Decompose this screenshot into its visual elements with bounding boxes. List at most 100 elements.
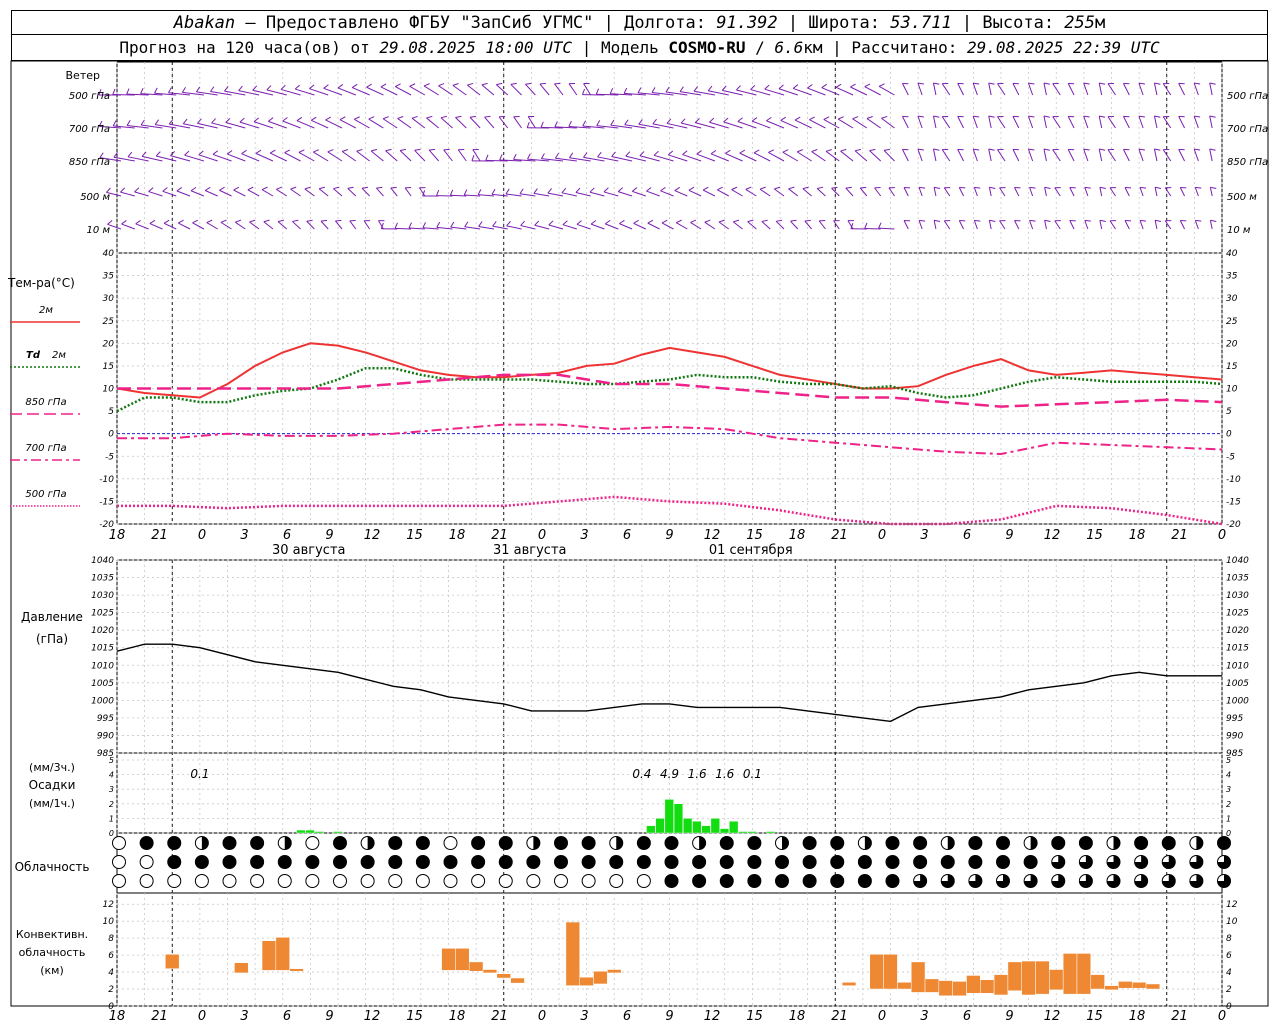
wind-barb — [422, 227, 439, 230]
cloud-symbol-fill — [1113, 836, 1120, 850]
wind-barb-feather — [973, 115, 980, 118]
precip-bar — [683, 818, 693, 834]
wind-barb — [624, 92, 646, 96]
wind-barb — [224, 90, 246, 96]
wind-barb — [1067, 149, 1075, 162]
wind-barb — [903, 187, 909, 197]
wind-barb — [1099, 187, 1103, 197]
wind-barb — [747, 221, 757, 230]
wind-barb-feather — [192, 219, 199, 224]
cloud-symbol — [719, 836, 734, 850]
wind-barb — [878, 85, 895, 96]
cloud-symbol — [747, 855, 762, 869]
wind-barb — [249, 221, 260, 230]
cloud-symbol-fill — [1051, 874, 1065, 888]
wind-barb-feather — [380, 222, 384, 229]
wind-barb — [1124, 187, 1130, 197]
cloud-symbol — [802, 836, 817, 850]
cloud-symbol — [609, 874, 624, 888]
wind-barb-feather — [422, 190, 426, 197]
precip-tick-label: 5 — [109, 756, 114, 765]
wind-barb — [1067, 116, 1075, 129]
wind-barb-feather — [440, 115, 447, 119]
wind-barb — [126, 93, 149, 96]
cloud-symbol — [830, 836, 845, 850]
wind-barb — [653, 154, 674, 162]
cloud-symbol — [139, 874, 154, 888]
cloud-symbol-fill — [1079, 855, 1093, 869]
wind-barb-feather — [845, 186, 852, 189]
forecast-prefix: Прогноз на 120 часа(ов) от — [119, 38, 380, 57]
wind-barb — [1054, 187, 1061, 197]
wind-barb-feather — [525, 82, 532, 85]
wind-barb — [134, 191, 149, 197]
wind-barb-feather — [282, 117, 288, 122]
cloud-symbol — [857, 874, 872, 888]
cloud-symbol — [802, 874, 817, 888]
wind-barb-feather — [1140, 219, 1147, 222]
cloud-symbol — [443, 836, 458, 850]
wind-barb-feather — [582, 120, 587, 127]
wind-barb-feather — [224, 86, 229, 92]
wind-barb — [932, 148, 937, 162]
wind-barb-feather — [333, 186, 340, 190]
wind-barb — [1083, 115, 1089, 129]
conv-bar — [1076, 953, 1092, 995]
wind-barb — [988, 148, 992, 162]
temp-tick-label-right: 40 — [1226, 249, 1238, 259]
day-label: 01 сентября — [709, 543, 793, 558]
cloud-symbol — [1217, 836, 1231, 850]
model-name: COSMO-RU — [668, 38, 746, 57]
wind-barb-feather — [163, 219, 170, 224]
cloud-symbol — [1134, 836, 1149, 850]
wind-barb-feather — [933, 82, 940, 85]
cloud-symbol — [222, 836, 237, 850]
wind-barb — [1027, 82, 1034, 96]
conv-tick-label: 4 — [108, 968, 114, 978]
title-bar: Abakan — Предоставлено ФГБУ "ЗапСиб УГМС… — [11, 10, 1268, 35]
wind-barb-feather — [478, 221, 483, 227]
wind-barb-feather — [370, 148, 378, 152]
conv-bar — [165, 954, 180, 969]
cloud-symbol — [415, 836, 430, 850]
wind-barb-feather — [1083, 148, 1090, 151]
cloud-symbol-fill — [996, 874, 1010, 888]
wind-barb-feather — [802, 186, 809, 190]
wind-barb-feather — [540, 153, 545, 159]
precip-bar — [664, 799, 674, 834]
wind-barb-feather — [339, 116, 346, 121]
cloud-symbol — [167, 836, 182, 850]
cloud-symbol — [913, 836, 928, 850]
wind-barb — [825, 150, 840, 162]
wind-barb-feather — [1029, 186, 1036, 189]
temp-tick-label: 15 — [103, 362, 115, 372]
wind-barb — [725, 153, 743, 162]
hour-tick-label-bottom: 3 — [240, 1009, 248, 1024]
pressure-tick-label-right: 1035 — [1226, 574, 1249, 584]
conv-bar — [1145, 983, 1161, 990]
pressure-title: Давление — [21, 610, 83, 624]
temp-tick-label-right: 35 — [1226, 272, 1238, 282]
wind-barb — [761, 221, 771, 230]
wind-barb — [1107, 116, 1116, 129]
station-name: Abakan — [173, 13, 236, 33]
wind-barb — [337, 87, 356, 96]
wind-barb — [1153, 115, 1158, 129]
wind-barb — [280, 88, 301, 96]
wind-barb — [1194, 220, 1199, 230]
wind-barb — [513, 116, 522, 129]
hour-tick-label-bottom: 15 — [746, 1009, 763, 1024]
wind-barb — [1054, 220, 1061, 230]
wind-barb-feather — [919, 219, 926, 222]
wind-barb-feather — [1028, 115, 1035, 118]
conv-tick-label: 8 — [108, 934, 114, 944]
wind-barb-feather — [794, 116, 801, 121]
wind-barb-feather — [309, 84, 315, 90]
wind-barb — [399, 150, 412, 162]
wind-barb — [113, 156, 135, 162]
wind-barb-feather — [534, 220, 540, 226]
cloud-symbol — [498, 836, 513, 850]
conv-tick-label-right: 12 — [1226, 900, 1238, 910]
wind-barb-feather — [126, 88, 130, 95]
wind-barb — [192, 222, 205, 230]
